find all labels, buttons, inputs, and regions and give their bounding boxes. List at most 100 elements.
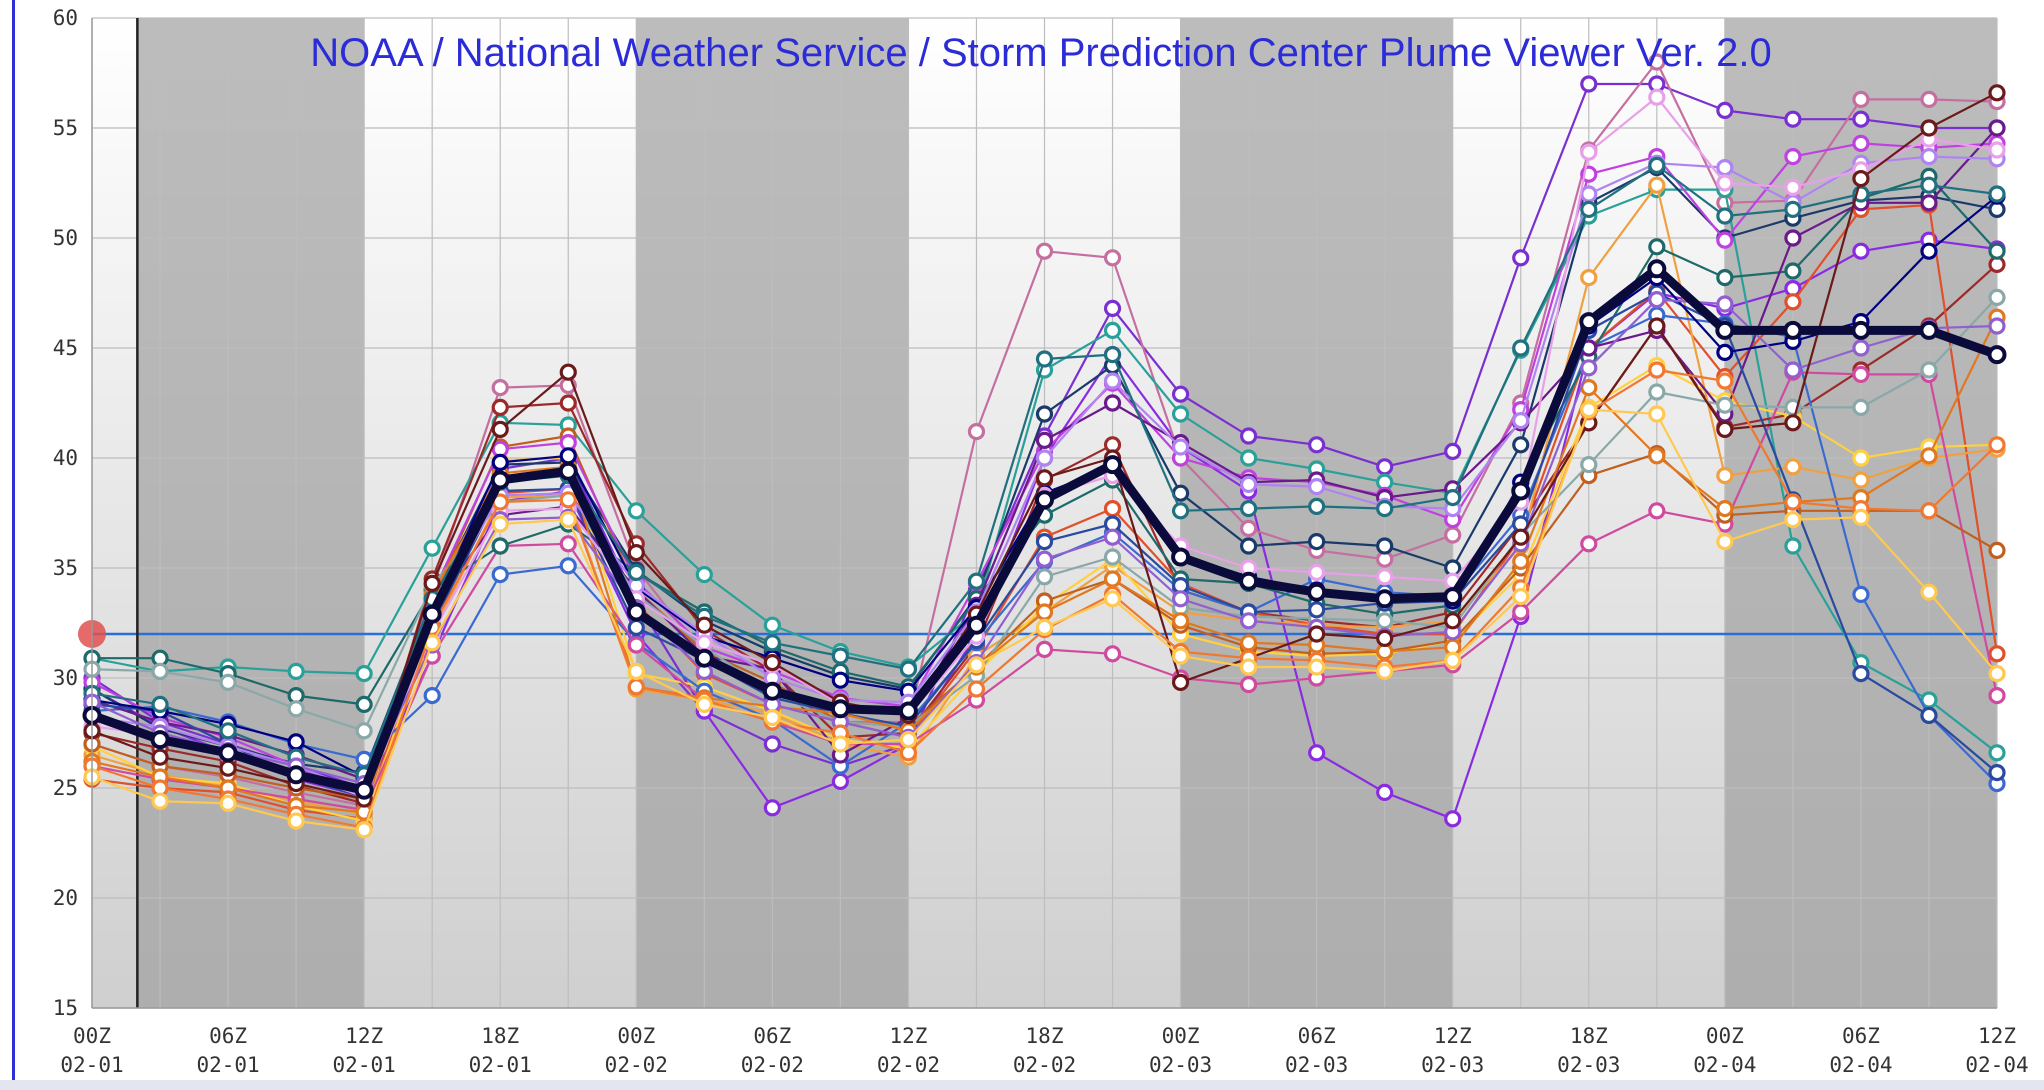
data-point (627, 618, 645, 637)
data-point (1784, 414, 1802, 432)
mean-point (1375, 589, 1395, 609)
x-tick-date: 02-02 (877, 1053, 940, 1077)
data-point (1103, 528, 1122, 546)
mean-point (558, 461, 578, 481)
data-point (491, 565, 509, 584)
data-point (1444, 489, 1462, 507)
data-point (1240, 675, 1258, 694)
data-point (1376, 458, 1394, 476)
y-tick-label: 20 (53, 886, 78, 910)
data-point (1308, 478, 1326, 496)
data-point (1035, 242, 1054, 260)
data-point (559, 447, 577, 465)
data-point (627, 636, 645, 654)
data-point (1444, 810, 1462, 828)
data-point (1171, 590, 1190, 608)
mean-point (1851, 320, 1871, 340)
x-tick-hour: 00Z (1706, 1024, 1744, 1048)
data-point (1784, 262, 1802, 280)
data-point (1308, 497, 1326, 515)
data-point (1240, 612, 1258, 630)
data-point (151, 792, 169, 810)
data-point (967, 572, 986, 590)
data-point (1103, 570, 1122, 588)
mean-point (1171, 547, 1191, 567)
data-point (1988, 185, 2006, 203)
y-tick-label: 60 (53, 6, 78, 30)
data-point (1035, 431, 1054, 449)
data-point (1784, 200, 1802, 218)
data-point (763, 634, 781, 652)
data-point (287, 733, 305, 751)
y-tick-label: 15 (53, 996, 78, 1020)
mean-point (218, 743, 238, 763)
x-tick-date: 02-04 (1965, 1053, 2028, 1077)
data-point (763, 653, 781, 672)
data-point (491, 420, 509, 438)
data-point (1988, 141, 2006, 159)
data-point (559, 557, 577, 575)
data-point (1648, 502, 1666, 520)
y-tick-label: 45 (53, 336, 78, 360)
data-point (695, 565, 713, 584)
mean-point (354, 780, 374, 800)
data-point (1920, 502, 1938, 520)
data-point (1648, 361, 1666, 379)
data-point (1240, 427, 1258, 445)
data-point (1103, 645, 1122, 663)
data-point (1988, 645, 2006, 663)
y-tick-label: 40 (53, 446, 78, 470)
data-point (1376, 629, 1394, 648)
frame-border (12, 0, 15, 1090)
data-point (1852, 449, 1870, 467)
mean-point (490, 470, 510, 490)
mean-point (1103, 455, 1123, 475)
x-tick-date: 02-03 (1421, 1053, 1484, 1077)
data-point (1716, 343, 1734, 361)
data-point (1512, 587, 1530, 606)
x-tick-date: 02-02 (741, 1053, 804, 1077)
y-tick-label: 50 (53, 226, 78, 250)
data-point (1648, 156, 1666, 174)
data-point (1716, 467, 1734, 485)
data-point (151, 662, 169, 681)
data-point (1240, 658, 1258, 676)
data-point (1171, 385, 1190, 403)
x-tick-date: 02-02 (605, 1053, 668, 1077)
x-tick-date: 02-01 (333, 1053, 396, 1077)
data-point (1035, 532, 1054, 551)
data-point (1920, 361, 1938, 379)
data-point (1920, 176, 1938, 194)
data-point (423, 686, 441, 705)
data-point (1648, 53, 1666, 71)
data-point (1784, 458, 1802, 476)
data-point (1852, 339, 1870, 357)
data-point (1716, 231, 1734, 249)
data-point (1512, 528, 1530, 546)
data-point (1580, 359, 1598, 377)
y-tick-label: 30 (53, 666, 78, 690)
data-point (1716, 295, 1734, 313)
data-point (1784, 229, 1802, 247)
data-point (1035, 640, 1054, 659)
data-point (1308, 601, 1326, 619)
data-point (559, 363, 577, 381)
x-tick-date: 02-01 (469, 1053, 532, 1077)
mean-point (1715, 320, 1735, 340)
data-point (559, 394, 577, 412)
data-point (1716, 174, 1734, 192)
data-point (1852, 508, 1870, 527)
data-point (1444, 651, 1462, 670)
data-point (1171, 673, 1190, 692)
x-tick-hour: 12Z (889, 1024, 927, 1048)
x-tick-date: 02-04 (1829, 1053, 1892, 1077)
data-point (695, 634, 713, 652)
data-point (1988, 242, 2006, 260)
x-tick-hour: 18Z (1570, 1024, 1608, 1048)
data-point (831, 772, 849, 791)
data-point (1988, 763, 2006, 782)
data-point (1444, 612, 1462, 630)
data-point (1784, 493, 1802, 511)
data-point (1240, 500, 1258, 518)
data-point (1580, 75, 1598, 93)
